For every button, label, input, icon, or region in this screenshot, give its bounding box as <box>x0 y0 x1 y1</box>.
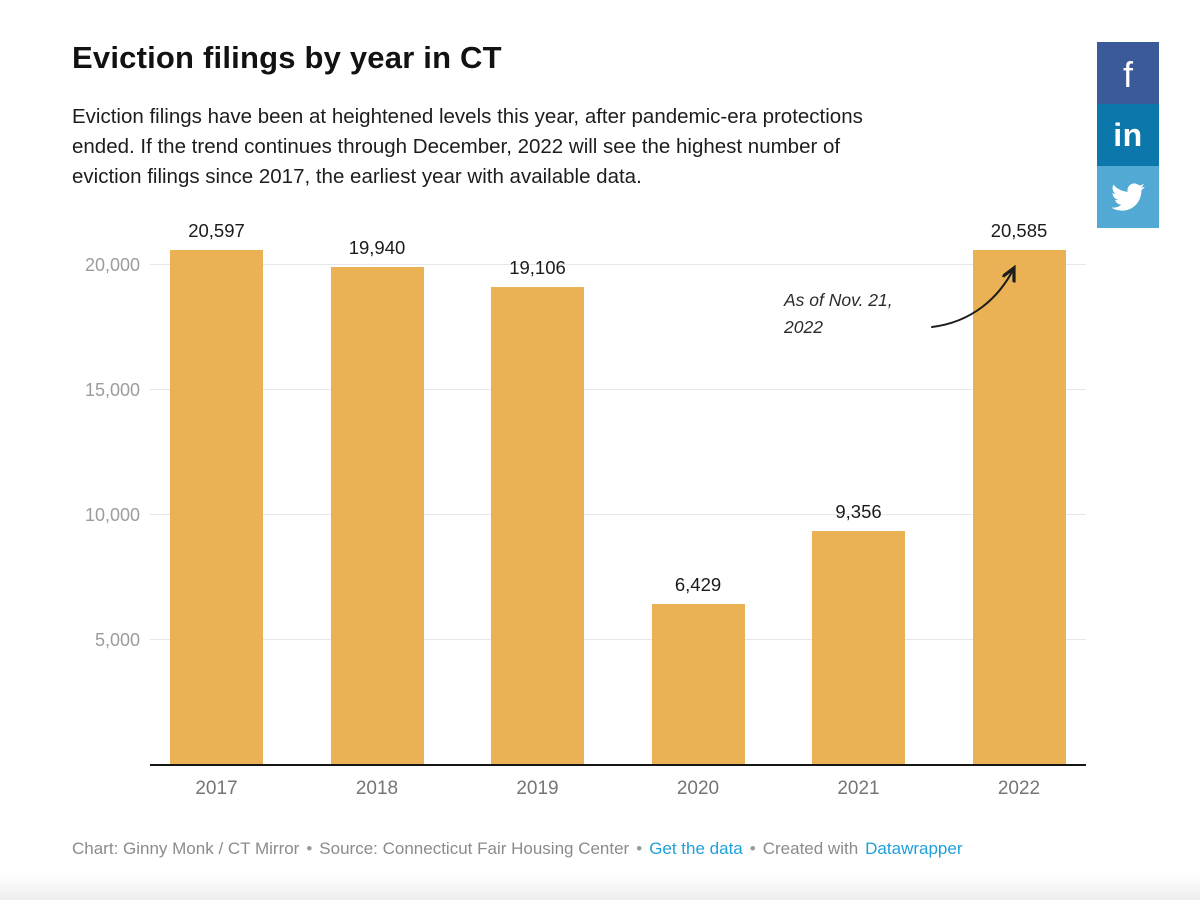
source-credit: Source: Connecticut Fair Housing Center <box>319 839 630 858</box>
facebook-icon: f <box>1122 54 1133 95</box>
x-tick-label: 2017 <box>195 778 238 799</box>
bar-value-label: 20,597 <box>188 220 245 242</box>
datawrapper-link[interactable]: Datawrapper <box>865 839 963 858</box>
annotation-arrow <box>931 215 1086 328</box>
bar <box>170 250 263 765</box>
separator-dot: • <box>749 839 756 858</box>
page-bottom-shadow <box>0 874 1200 900</box>
bar <box>491 287 584 765</box>
bar <box>812 531 905 765</box>
bar-chart-plot-area: As of Nov. 21, 2022 5,000 10,000 15,000 20,… <box>85 215 1086 799</box>
bar <box>972 250 1066 765</box>
twitter-icon <box>1111 183 1145 211</box>
chart-footer: Chart: Ginny Monk / CT Mirror • Source: … <box>72 839 962 859</box>
y-gridline <box>150 514 1086 515</box>
y-tick-label: 5,000 <box>94 630 140 650</box>
x-tick-label: 2019 <box>516 778 559 799</box>
get-the-data-link[interactable]: Get the data <box>649 839 743 858</box>
bar-value-label: 9,356 <box>835 501 882 523</box>
bar <box>330 266 424 765</box>
chart-credit: Chart: Ginny Monk / CT Mirror <box>72 839 300 858</box>
x-tick-label: 2020 <box>676 778 720 799</box>
y-gridline <box>150 264 1086 265</box>
y-gridline <box>150 639 1086 640</box>
linkedin-share-button[interactable]: in <box>1097 104 1159 166</box>
x-tick-label: 2018 <box>355 778 399 799</box>
facebook-share-button[interactable]: f <box>1097 42 1159 104</box>
bar <box>651 604 745 765</box>
y-gridline <box>150 389 1086 390</box>
x-axis-baseline <box>150 764 1086 766</box>
bar-value-label: 20,585 <box>990 220 1048 242</box>
y-tick-label: 20,000 <box>84 255 140 275</box>
twitter-share-button[interactable] <box>1097 166 1159 228</box>
share-buttons: f in <box>1097 42 1159 228</box>
linkedin-icon: in <box>1113 116 1143 153</box>
bar-value-label: 6,429 <box>674 574 722 596</box>
created-with-text: Created with <box>762 839 859 858</box>
separator-dot: • <box>306 839 313 858</box>
chart-annotation: As of Nov. 21, 2022 <box>784 290 893 337</box>
y-tick-label: 15,000 <box>84 380 140 400</box>
x-tick-label: 2022 <box>997 778 1041 799</box>
separator-dot: • <box>636 839 643 858</box>
page-title: Eviction filings by year in CT <box>72 40 502 75</box>
y-tick-label: 10,000 <box>84 505 140 525</box>
x-tick-label: 2021 <box>837 778 880 799</box>
bar-value-label: 19,940 <box>348 236 406 258</box>
chart-description: Eviction filings have been at heightened… <box>72 105 863 188</box>
bar-value-label: 19,106 <box>509 257 566 279</box>
